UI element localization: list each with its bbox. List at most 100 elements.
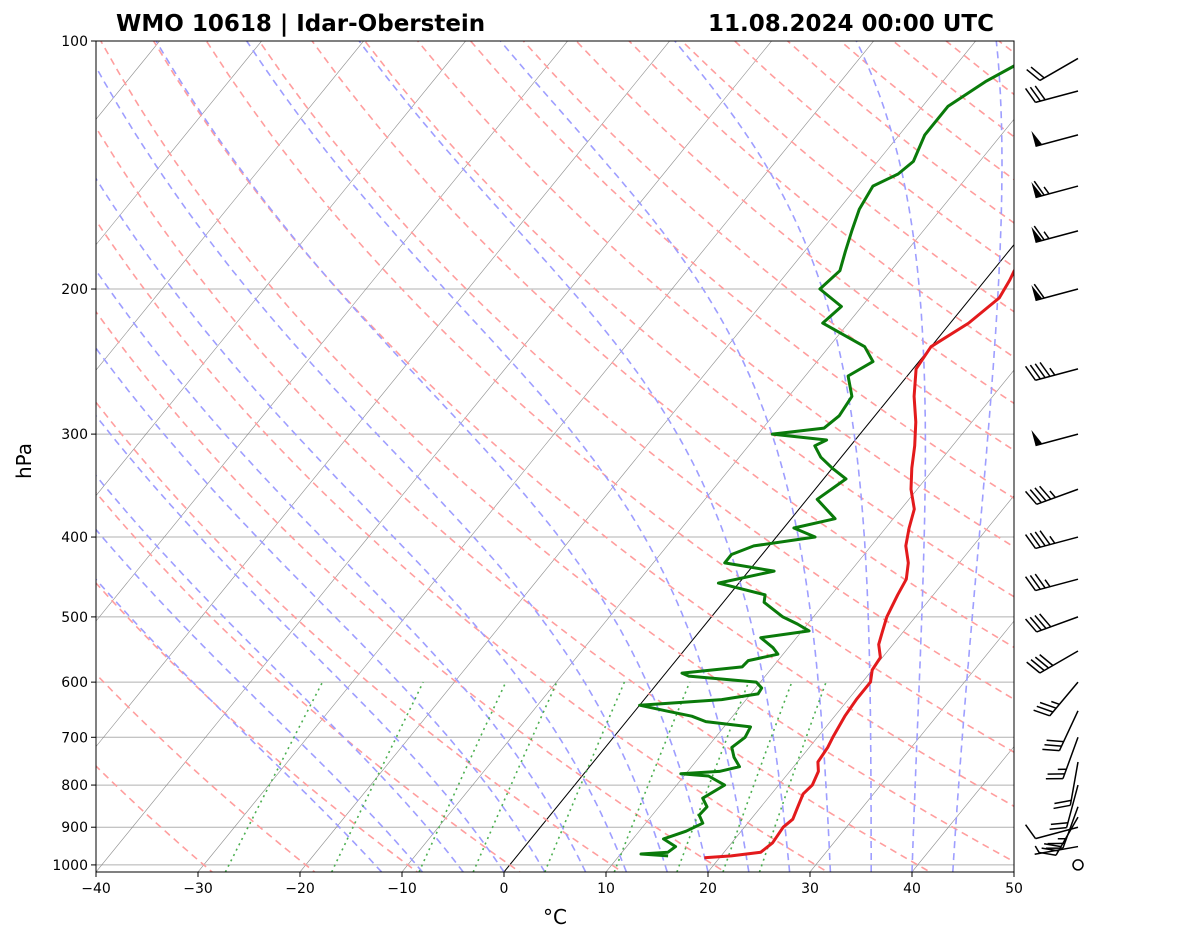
x-axis-label: °C xyxy=(543,905,567,929)
isotherm xyxy=(96,41,772,872)
y-tick-label: 900 xyxy=(61,820,88,836)
moist-adiabat xyxy=(96,578,383,872)
barb-staff xyxy=(1036,488,1079,506)
isotherm xyxy=(96,41,262,246)
barb-full xyxy=(1030,66,1045,79)
barb-full xyxy=(1039,851,1057,856)
barb-full xyxy=(1029,616,1042,631)
barb-full xyxy=(1034,656,1050,669)
x-tick-label: 20 xyxy=(699,881,717,897)
y-axis-label: hPa xyxy=(12,443,36,479)
barb-full xyxy=(1024,365,1037,381)
wind-barb xyxy=(1024,530,1079,550)
wind-barb xyxy=(1026,57,1079,82)
wind-barb xyxy=(1024,485,1079,506)
barb-full xyxy=(1024,490,1038,505)
barb-staff xyxy=(1039,650,1079,674)
barb-flag xyxy=(1031,130,1043,147)
barb-full xyxy=(1030,659,1045,672)
title-left: WMO 10618 | Idar-Oberstein xyxy=(116,11,485,37)
mixing-ratio-line xyxy=(418,681,507,872)
barb-full xyxy=(1033,709,1050,717)
barb-full xyxy=(1024,88,1037,103)
dewpoint-profile xyxy=(638,64,1014,858)
mixing-ratio-line xyxy=(224,681,324,872)
dry-adiabat xyxy=(152,41,1014,808)
barb-half xyxy=(1043,186,1050,195)
barb-full xyxy=(1034,487,1047,502)
wind-barb xyxy=(1031,130,1079,147)
wind-barb xyxy=(1024,85,1079,104)
x-tick-label: −40 xyxy=(81,881,111,897)
barb-full xyxy=(1046,739,1064,743)
wind-barb xyxy=(1042,710,1079,752)
barb-full xyxy=(1044,744,1062,747)
barb-flag xyxy=(1031,226,1043,243)
barb-full xyxy=(1049,826,1067,830)
wind-barb xyxy=(1033,681,1079,717)
wind-barb xyxy=(1045,737,1079,780)
moist-adiabat xyxy=(96,65,668,872)
barb-staff xyxy=(1035,288,1079,302)
dry-adiabat xyxy=(96,581,419,872)
axes-layer: −40 −30 −20 −10 0 10 20 30 40 50 1000 900 800 700 600 5… xyxy=(52,34,1023,897)
barb-half xyxy=(1043,231,1050,240)
barb-staff xyxy=(1062,806,1079,849)
wind-barb xyxy=(1053,761,1079,810)
barb-staff xyxy=(1035,230,1079,243)
barb-staff xyxy=(1039,57,1079,82)
y-tick-label: 200 xyxy=(61,282,88,298)
dry-adiabat xyxy=(96,491,522,872)
barb-full xyxy=(1039,485,1052,500)
barb-half xyxy=(1049,535,1056,544)
isotherm xyxy=(605,369,1014,872)
data-layer xyxy=(638,64,1014,860)
x-tick-label: −10 xyxy=(387,881,417,897)
barb-full xyxy=(1029,574,1041,590)
barb-half xyxy=(1051,700,1060,706)
y-tick-label: 400 xyxy=(61,530,88,546)
barb-full xyxy=(1039,530,1051,545)
moist-adiabat xyxy=(155,41,709,872)
y-tick-label: 500 xyxy=(61,610,88,626)
barb-staff xyxy=(1035,433,1079,447)
barb-full xyxy=(1024,576,1037,592)
barb-flag xyxy=(1031,284,1043,301)
wind-barb xyxy=(1045,806,1079,850)
isotherm xyxy=(96,41,568,622)
barb-full xyxy=(1042,748,1060,752)
moist-adiabat xyxy=(96,177,628,872)
isotherm xyxy=(809,620,1014,872)
barb-full xyxy=(1039,613,1052,628)
mixing-ratio-line xyxy=(544,681,626,872)
calm-circle xyxy=(1072,859,1084,871)
barb-staff xyxy=(1035,185,1079,199)
barb-staff xyxy=(1035,134,1079,147)
x-tick-label: 40 xyxy=(903,881,921,897)
barb-half xyxy=(1044,579,1051,588)
x-tick-label: 50 xyxy=(1005,881,1023,897)
barb-staff xyxy=(1065,784,1079,828)
isotherm xyxy=(197,41,874,872)
moist-adiabat xyxy=(96,474,464,872)
y-tick-label: 300 xyxy=(61,427,88,443)
x-tick-label: 30 xyxy=(801,881,819,897)
barb-staff xyxy=(1036,616,1079,633)
dry-adiabat xyxy=(311,41,1014,649)
barb-full xyxy=(1041,847,1059,852)
plot-frame xyxy=(95,40,1015,873)
barb-full xyxy=(1044,843,1062,848)
barb-full xyxy=(1024,824,1037,840)
y-tick-label: 600 xyxy=(61,675,88,691)
barb-full xyxy=(1050,821,1068,826)
dry-adiabat xyxy=(205,41,1014,754)
wind-barb xyxy=(1024,573,1079,592)
barb-full xyxy=(1029,86,1041,102)
dry-adiabat xyxy=(258,41,1014,701)
barb-full xyxy=(1026,661,1041,674)
x-tick-label: 0 xyxy=(500,881,509,897)
wind-barb xyxy=(1031,430,1079,447)
barb-full xyxy=(1033,283,1045,299)
barb-full xyxy=(1029,489,1042,504)
title-right: 11.08.2024 00:00 UTC xyxy=(708,11,994,37)
